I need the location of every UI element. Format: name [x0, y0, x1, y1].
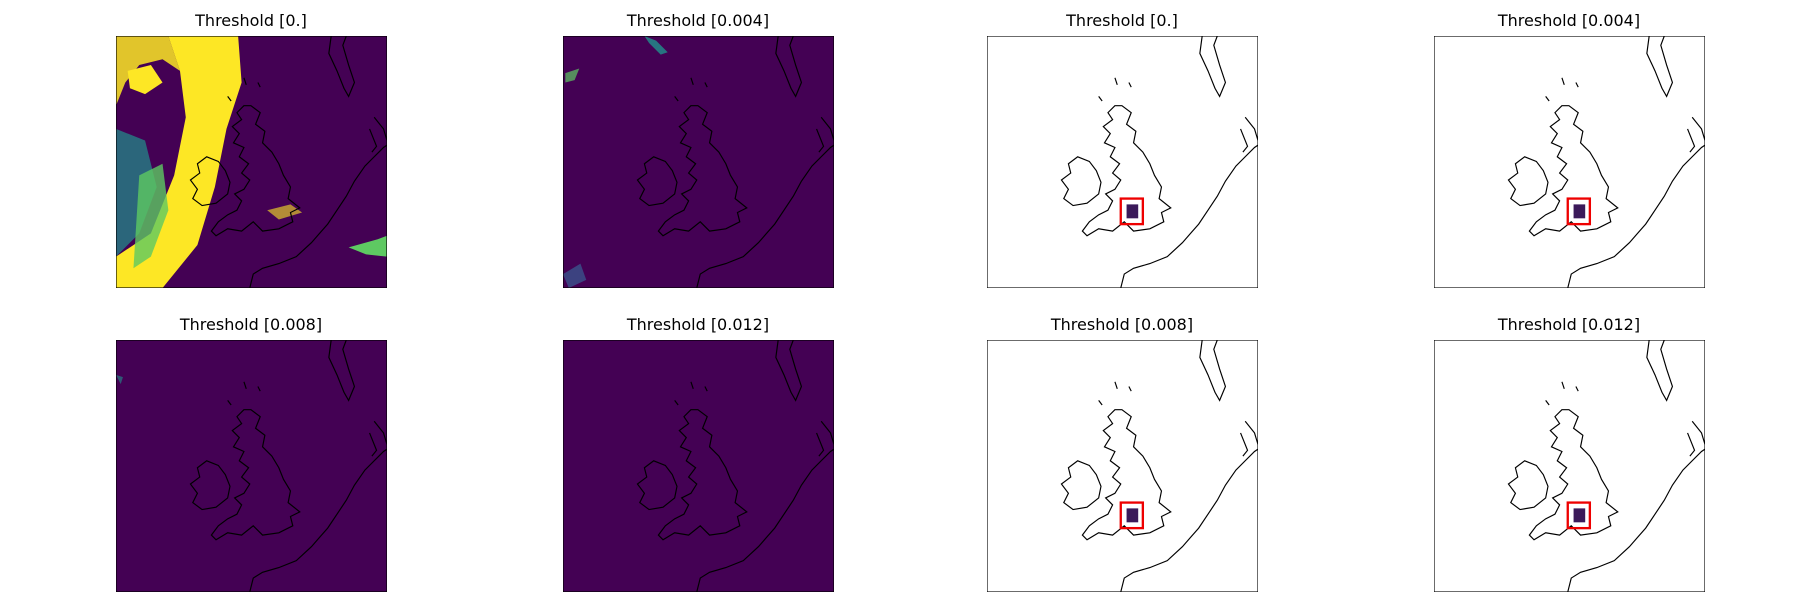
map-panel: [987, 340, 1258, 592]
map-panel: [563, 340, 834, 592]
map-panel: [1434, 340, 1705, 592]
panel-title: Threshold [0.]: [194, 11, 307, 30]
panel-title: Threshold [0.012]: [1497, 315, 1640, 334]
panel-title: Threshold [0.012]: [626, 315, 769, 334]
map-panel: [563, 36, 834, 288]
panel-title: Threshold [0.]: [1065, 11, 1178, 30]
panel-title: Threshold [0.004]: [626, 11, 769, 30]
panel-title: Threshold [0.008]: [1050, 315, 1193, 334]
panel-title: Threshold [0.004]: [1497, 11, 1640, 30]
map-panel: [987, 36, 1258, 288]
map-panel: [1434, 36, 1705, 288]
map-panel: [116, 340, 387, 592]
map-panel: [116, 36, 387, 288]
panel-title: Threshold [0.008]: [179, 315, 322, 334]
